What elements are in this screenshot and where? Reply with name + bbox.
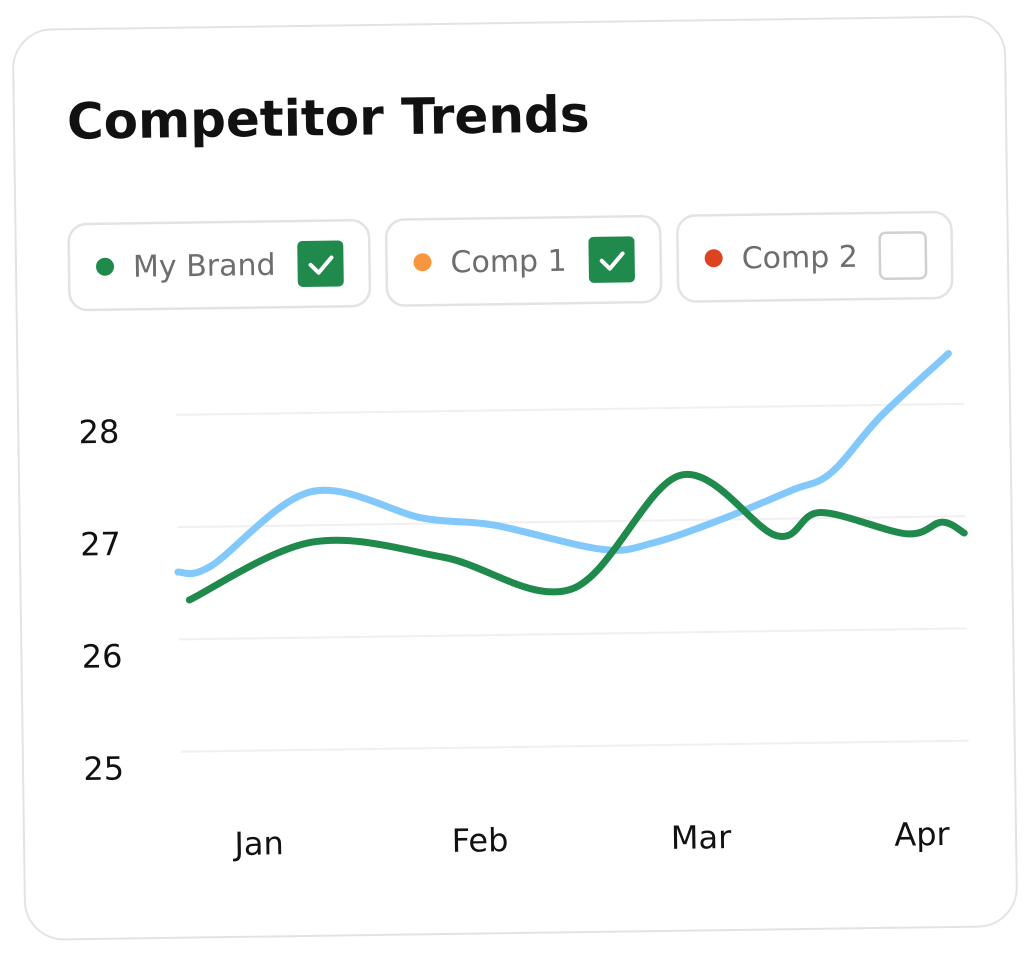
grid-line — [179, 627, 968, 641]
x-tick-label: Mar — [671, 818, 733, 857]
grid-line — [177, 515, 966, 529]
legend-dot — [96, 257, 115, 276]
y-tick-label: 25 — [83, 749, 124, 788]
legend-item[interactable] — [67, 219, 372, 312]
chart-title: Competitor Trends — [67, 85, 590, 150]
legend-dot — [413, 253, 432, 272]
y-tick-label: 27 — [80, 525, 121, 564]
checkbox[interactable] — [878, 231, 928, 281]
grid-line — [176, 402, 965, 416]
y-tick-label: 28 — [78, 413, 119, 452]
series-line — [185, 470, 968, 604]
grid-line — [180, 739, 969, 753]
checkbox[interactable] — [297, 240, 344, 287]
chart: Competitor Trends My Brand Comp 1 Comp 2 25… — [67, 85, 969, 863]
legend-dot — [704, 249, 723, 268]
series-line — [174, 350, 952, 578]
y-tick-label: 26 — [81, 637, 122, 676]
x-tick-label: Feb — [451, 821, 508, 860]
x-tick-label: Jan — [232, 824, 284, 863]
legend-label: Comp 2 — [741, 240, 858, 277]
check-mark — [599, 251, 625, 271]
x-tick-label: Apr — [894, 815, 951, 854]
legend-label: Comp 1 — [450, 244, 567, 281]
check-mark — [308, 255, 334, 275]
checkbox[interactable] — [588, 236, 635, 283]
legend-label: My Brand — [133, 248, 276, 285]
card: Competitor Trends My Brand Comp 1 Comp 2 25… — [11, 15, 1019, 941]
